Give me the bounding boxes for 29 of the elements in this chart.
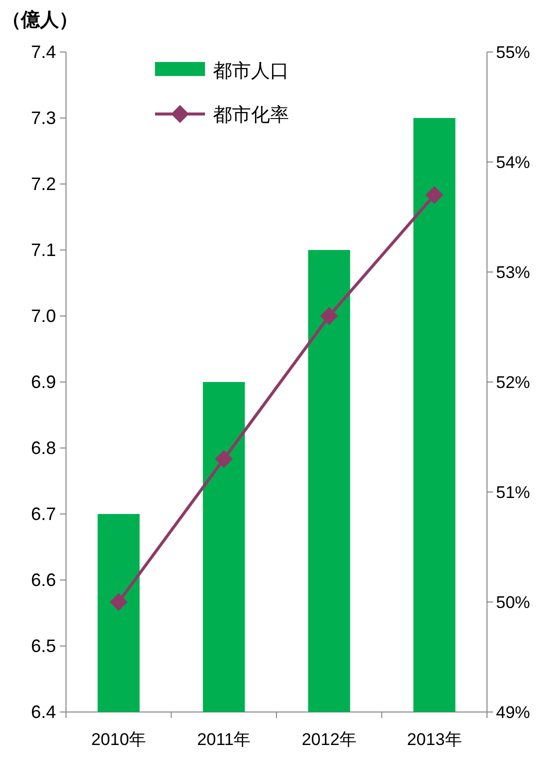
point bbox=[320, 307, 338, 325]
y-tick-label: 6.8 bbox=[30, 438, 56, 458]
point bbox=[214, 450, 233, 468]
x-tick-label: 2010年 bbox=[91, 730, 146, 749]
y2-tick-label: 50% bbox=[496, 593, 530, 612]
y2-tick-label: 51% bbox=[496, 483, 530, 502]
y-tick-label: 7.3 bbox=[30, 108, 56, 128]
y-tick-label: 7.0 bbox=[30, 306, 56, 326]
legend-label: 都市化率 bbox=[213, 104, 289, 126]
point bbox=[425, 186, 444, 204]
y-tick-label: 7.2 bbox=[30, 174, 56, 194]
y-tick-label: 7.4 bbox=[30, 42, 56, 62]
y-axis-title: （億人） bbox=[2, 9, 78, 31]
y-tick-label: 7.1 bbox=[30, 240, 56, 260]
y2-tick-label: 55% bbox=[496, 43, 530, 62]
x-tick-label: 2011年 bbox=[197, 730, 251, 749]
y-tick-label: 6.6 bbox=[30, 570, 56, 590]
x-tick-label: 2013年 bbox=[406, 730, 462, 749]
y2-tick-label: 53% bbox=[496, 263, 530, 282]
legend-label: 都市人口 bbox=[213, 60, 289, 82]
y-tick-label: 6.7 bbox=[30, 504, 56, 524]
y-tick-label: 6.4 bbox=[30, 702, 56, 722]
y2-tick-label: 54% bbox=[496, 153, 530, 172]
y2-tick-label: 49% bbox=[496, 703, 530, 722]
y2-tick-label: 52% bbox=[496, 373, 530, 392]
y-tick-label: 6.5 bbox=[30, 636, 56, 656]
y-tick-label: 6.9 bbox=[30, 372, 56, 392]
point bbox=[110, 593, 128, 611]
x-tick-label: 2012年 bbox=[302, 730, 357, 749]
